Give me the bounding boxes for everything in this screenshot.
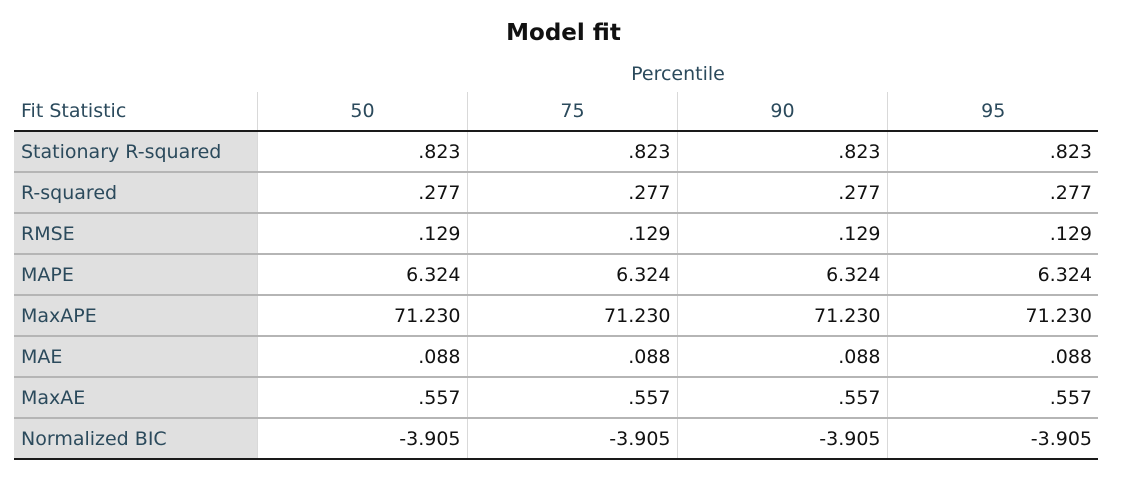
table-cell: .557 [676, 377, 887, 419]
column-header-75: 75 [466, 92, 677, 132]
table-cell: .129 [256, 213, 467, 255]
row-label: R-squared [14, 172, 257, 214]
table-cell: 71.230 [676, 295, 887, 337]
row-label: MAE [14, 336, 257, 378]
table-cell: -3.905 [466, 418, 677, 460]
row-label: Stationary R-squared [14, 131, 257, 173]
table-cell: .129 [676, 213, 887, 255]
table-cell: .088 [466, 336, 677, 378]
table-row: MaxAPE 71.230 71.230 71.230 71.230 [14, 295, 1098, 337]
table-cell: .823 [256, 131, 467, 173]
table-cell: 6.324 [256, 254, 467, 296]
table-row: MAPE 6.324 6.324 6.324 6.324 [14, 254, 1098, 296]
table-cell: .823 [886, 131, 1098, 173]
table-cell: -3.905 [256, 418, 467, 460]
table-cell: .277 [886, 172, 1098, 214]
table-cell: .277 [256, 172, 467, 214]
row-label: MaxAPE [14, 295, 257, 337]
model-fit-table: Percentile Fit Statistic 50 75 90 95 Sta… [14, 56, 1098, 460]
table-row: RMSE .129 .129 .129 .129 [14, 213, 1098, 255]
table-cell: .277 [676, 172, 887, 214]
table-row: Stationary R-squared .823 .823 .823 .823 [14, 131, 1098, 173]
table-cell: .557 [886, 377, 1098, 419]
row-header-label: Fit Statistic [14, 92, 257, 132]
percentile-header: Percentile [631, 63, 725, 85]
table-row: R-squared .277 .277 .277 .277 [14, 172, 1098, 214]
spanning-header-blank [14, 56, 257, 92]
spanning-header-row: Percentile [14, 56, 1098, 92]
table-cell: 6.324 [676, 254, 887, 296]
table-row: Normalized BIC -3.905 -3.905 -3.905 -3.9… [14, 418, 1098, 460]
table-title: Model fit [506, 20, 621, 46]
column-header-50: 50 [256, 92, 467, 132]
table-row: MaxAE .557 .557 .557 .557 [14, 377, 1098, 419]
table-cell: .557 [466, 377, 677, 419]
column-header-95: 95 [886, 92, 1098, 132]
table-cell: -3.905 [676, 418, 887, 460]
table-cell: 6.324 [466, 254, 677, 296]
table-row: MAE .088 .088 .088 .088 [14, 336, 1098, 378]
table-cell: 6.324 [886, 254, 1098, 296]
row-label: Normalized BIC [14, 418, 257, 460]
table-cell: .129 [466, 213, 677, 255]
column-header-90: 90 [676, 92, 887, 132]
row-label: MaxAE [14, 377, 257, 419]
table-cell: .129 [886, 213, 1098, 255]
table-cell: .277 [466, 172, 677, 214]
table-cell: .088 [886, 336, 1098, 378]
column-header-row: Fit Statistic 50 75 90 95 [14, 92, 1098, 132]
table-cell: -3.905 [886, 418, 1098, 460]
table-cell: .088 [676, 336, 887, 378]
table-cell: 71.230 [256, 295, 467, 337]
table-cell: 71.230 [886, 295, 1098, 337]
table-cell: 71.230 [466, 295, 677, 337]
table-cell: .088 [256, 336, 467, 378]
table-cell: .823 [676, 131, 887, 173]
table-cell: .823 [466, 131, 677, 173]
row-label: MAPE [14, 254, 257, 296]
table-cell: .557 [256, 377, 467, 419]
row-label: RMSE [14, 213, 257, 255]
